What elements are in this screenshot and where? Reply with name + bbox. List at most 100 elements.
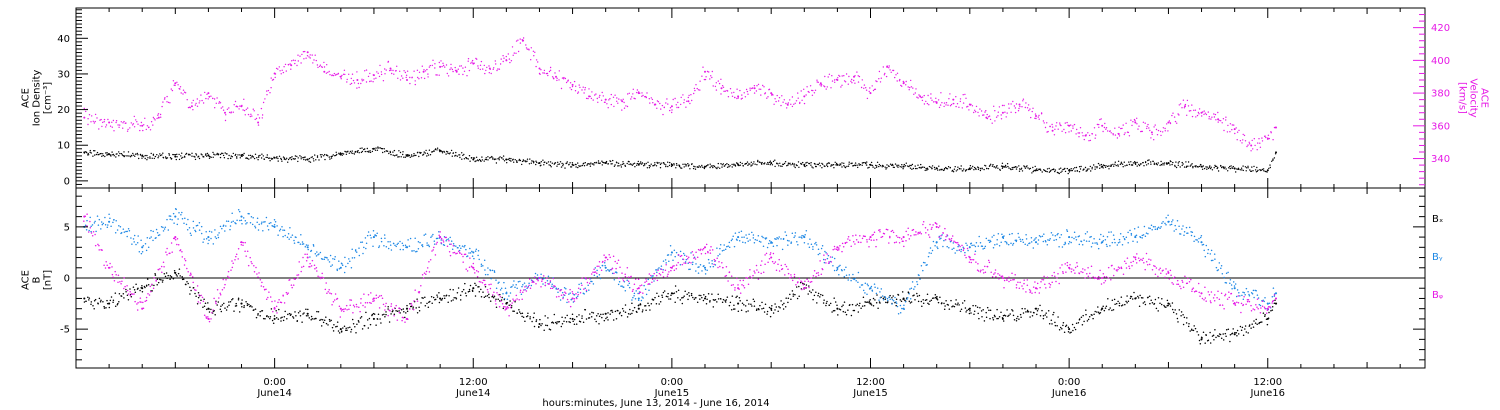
by-point [274,220,277,223]
velocity-point [1217,121,1219,123]
by-point [115,219,117,222]
velocity-point [601,91,603,94]
ion-density-point [847,165,850,167]
by-point [436,237,439,240]
by-point [88,229,90,232]
by-point [909,298,912,300]
bx-point [471,290,474,292]
ion-density-point [216,153,218,156]
ion-density-point [320,156,323,158]
by-point [181,218,184,220]
bx-point [1088,316,1091,318]
ion-density-point [1130,161,1132,163]
velocity-point [166,95,168,98]
velocity-point [1187,105,1190,107]
ion-density-point [840,164,842,166]
velocity-point [961,107,963,109]
ion-density-point [286,157,288,159]
ion-density-point [111,151,113,153]
by-point [896,305,899,308]
bz-point [215,302,217,305]
bx-point [469,284,472,287]
bx-point [726,296,729,298]
velocity-point [321,66,323,69]
velocity-point [464,66,467,68]
by-point [1145,232,1148,234]
by-point [1127,242,1129,244]
ion-density-point [542,159,544,161]
bx-point [1198,339,1201,342]
bx-point [979,306,981,309]
ion-density-point [1183,166,1186,168]
bx-point [934,296,937,299]
velocity-point [1181,107,1183,109]
bx-point [737,302,740,305]
ion-density-point [1117,165,1119,167]
bx-point [464,282,466,285]
velocity-point [247,113,250,116]
ion-density-point [1165,162,1168,164]
bx-point [993,314,996,317]
by-point [786,239,789,242]
ion-density-point [455,154,457,157]
velocity-point [533,55,535,57]
ion-density-point [1075,166,1078,169]
ion-density-point [781,165,783,167]
ion-density-point [767,163,770,165]
ion-density-point [682,163,684,165]
velocity-point [262,101,265,104]
by-point [682,252,685,255]
velocity-point [207,98,209,100]
by-point [635,290,637,292]
data-layer [83,37,1278,345]
bx-point [1224,332,1227,335]
velocity-point [694,89,696,92]
velocity-point [667,103,669,105]
ion-density-point [95,153,98,156]
ion-density-point [402,153,404,156]
by-point [688,268,690,271]
velocity-point [1116,137,1119,139]
by-point [106,226,109,229]
by-point [257,229,260,231]
by-point [1235,295,1238,298]
by-point [701,270,703,272]
by-point [1038,234,1041,237]
by-point [319,251,322,254]
velocity-point [740,98,742,100]
bx-point [1245,331,1248,333]
by-point [1197,241,1200,243]
bx-point [741,302,744,304]
bx-point [601,316,603,319]
by-point [192,220,195,223]
ion-density-point [112,153,115,156]
velocity-point [257,114,259,116]
velocity-point [687,100,690,103]
ion-density-point [742,165,744,167]
by-point [832,265,834,267]
velocity-point [975,105,978,108]
by-point [1141,237,1143,239]
velocity-point [569,87,571,89]
by-point [504,287,507,290]
by-point [1221,273,1224,275]
bx-point [851,303,854,306]
ion-density-point [769,160,772,162]
bx-point [957,302,959,304]
velocity-point [974,109,976,112]
velocity-point [1239,140,1242,142]
by-point [669,245,672,247]
by-point [937,247,939,250]
bx-point [717,298,720,300]
bx-point [684,290,686,293]
ion-density-point [806,161,808,164]
bx-point [229,300,232,303]
ion-density-point [1128,161,1130,163]
velocity-point [306,55,309,57]
by-point [737,236,740,239]
ion-density-point [331,155,333,157]
by-point [1175,228,1177,231]
by-point [318,253,320,255]
bx-point [203,298,205,301]
velocity-point [1169,122,1172,125]
